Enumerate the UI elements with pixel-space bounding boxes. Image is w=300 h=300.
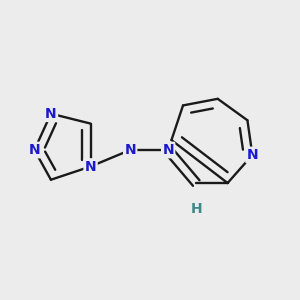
Text: H: H [190, 202, 202, 216]
Text: N: N [247, 148, 258, 162]
Text: N: N [85, 160, 96, 173]
Text: N: N [162, 143, 174, 157]
Text: N: N [28, 143, 40, 157]
Text: N: N [124, 143, 136, 157]
Text: N: N [45, 107, 57, 121]
